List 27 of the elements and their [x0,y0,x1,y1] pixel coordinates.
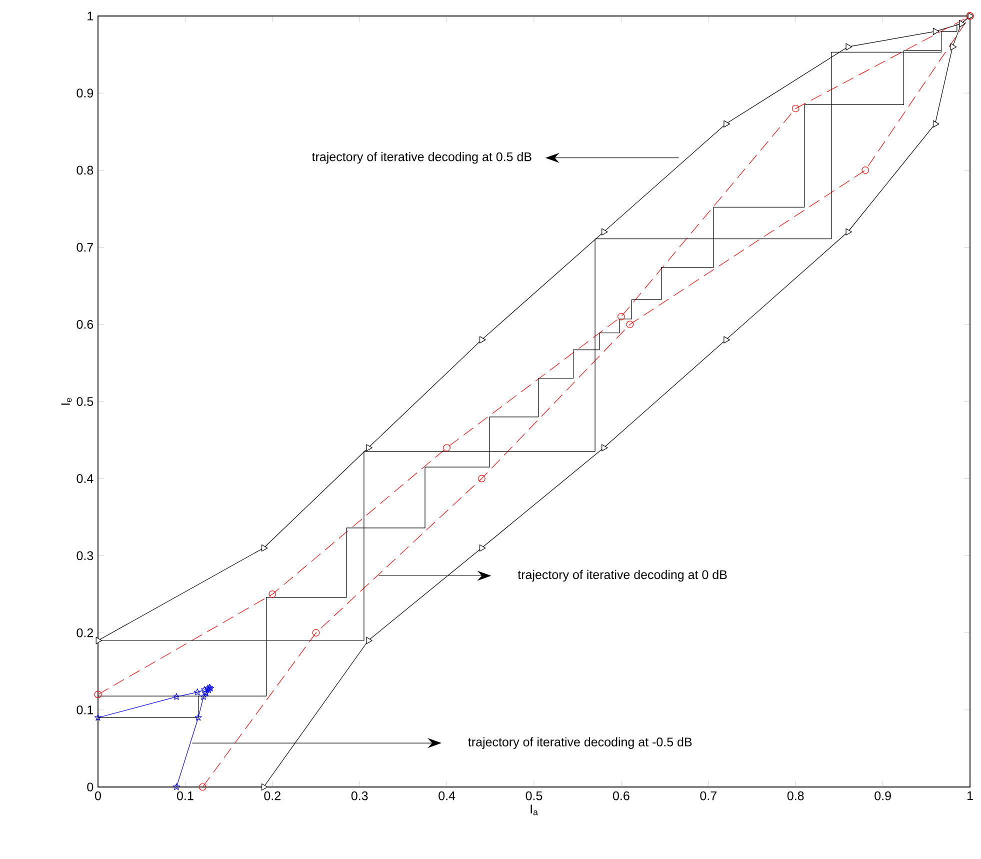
x-tick-label: 0.9 [874,791,891,800]
x-tick-label: 0.5 [526,791,542,800]
x-tick-label: 0.8 [787,791,804,800]
x-tick-label: 0.7 [700,791,716,800]
y-tick-label: 0.4 [76,474,94,484]
y-tick-label: 0.1 [76,705,94,714]
annotation: trajectory of iterative decoding at -0.5 dB [468,737,692,749]
x-tick-label: 0.4 [438,791,456,800]
x-axis-title: I$_{a}$ [530,804,538,816]
y-tick-label: 0.8 [76,166,94,175]
y-tick-label: 0.2 [76,628,94,638]
y-tick-label: 0.6 [76,320,94,329]
y-tick-label: 0.9 [76,88,94,98]
y-tick-label: 0.7 [76,242,94,252]
y-tick-label: 1 [88,12,94,20]
x-tick-label: 0 [95,791,101,800]
x-tick-label: 1 [967,791,973,800]
y-tick-label: 0 [87,782,94,792]
x-tick-label: 0.1 [177,791,194,800]
y-axis-title: I$_{e}$ [61,398,72,405]
x-tick-label: 0.6 [613,791,630,800]
x-tick-label: 0.2 [264,791,280,800]
y-tick-label: 0.5 [76,397,94,406]
y-tick-label: 0.3 [76,551,94,560]
x-tick-label: 0.3 [351,791,368,800]
annotation: trajectory of iterative decoding at 0.5 dB [312,152,532,164]
annotation: trajectory of iterative decoding at 0 dB [518,570,727,582]
